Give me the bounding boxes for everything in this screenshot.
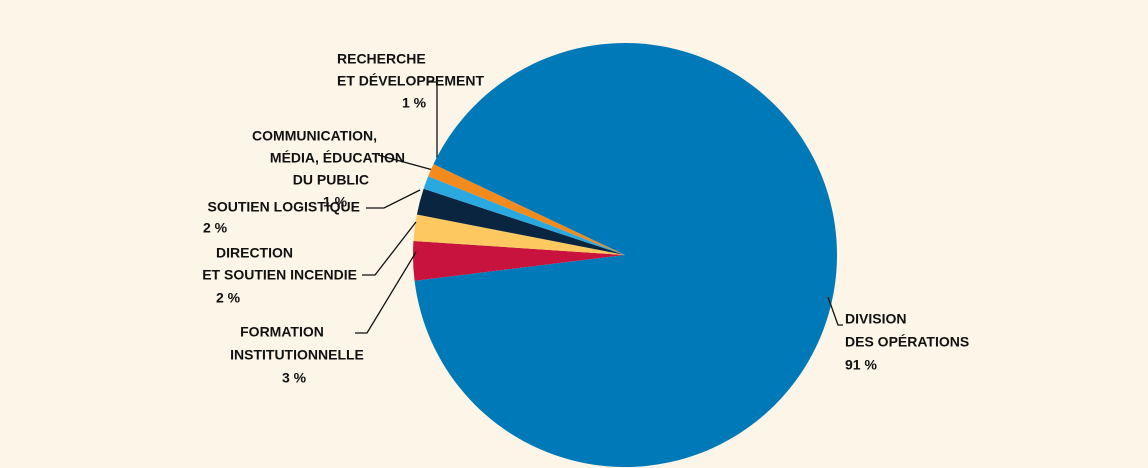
slice-label: DIVISION — [845, 311, 906, 327]
pie-slice — [413, 214, 625, 255]
slice-label: DU PUBLIC — [293, 172, 369, 188]
slice-label: RECHERCHE — [337, 51, 426, 67]
pie-slice — [428, 164, 625, 255]
slice-label: DIRECTION — [216, 245, 293, 261]
slice-label: COMMUNICATION, — [252, 128, 377, 144]
slice-label: INSTITUTIONNELLE — [230, 347, 364, 363]
leader-line — [827, 296, 843, 326]
pie-slice — [414, 42, 838, 467]
slice-label: FORMATION — [240, 324, 324, 340]
value-label: 2 % — [216, 290, 241, 306]
slice-label: DES OPÉRATIONS — [845, 334, 969, 350]
value-label: 2 % — [203, 220, 228, 236]
slice-label: ET DÉVELOPPEMENT — [337, 73, 484, 89]
pie-slice — [416, 188, 625, 255]
leader-line — [366, 189, 421, 209]
leader-line — [362, 221, 417, 276]
leader-line — [377, 154, 434, 171]
value-label: 3 % — [282, 370, 307, 386]
pie-slice — [413, 240, 625, 281]
value-label: 91 % — [845, 357, 877, 373]
value-label: 1 % — [323, 194, 348, 210]
pie-slice — [423, 176, 625, 255]
value-label: 1 % — [402, 95, 427, 111]
leader-line — [355, 251, 417, 334]
slice-label: MÉDIA, ÉDUCATION — [270, 150, 405, 166]
slice-label: ET SOUTIEN INCENDIE — [202, 267, 357, 283]
slice-label: SOUTIEN LOGISTIQUE — [208, 199, 360, 215]
leader-line — [428, 81, 438, 158]
